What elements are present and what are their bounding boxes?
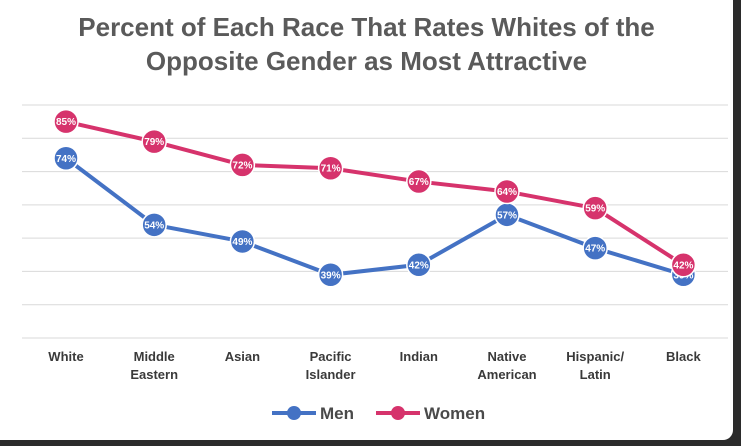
series-line-men	[64, 156, 684, 277]
data-label-men: 74%	[56, 154, 76, 165]
data-point-men	[229, 228, 256, 255]
x-tick-label: Pacific Islander	[306, 349, 356, 382]
data-point-men	[582, 235, 608, 261]
data-label-men: 47%	[585, 244, 605, 255]
x-tick-label: Hispanic/Latin	[566, 349, 624, 382]
data-label-women: 59%	[585, 204, 605, 215]
data-label-men: 42%	[409, 260, 429, 271]
data-label-men: 54%	[144, 220, 164, 231]
series-points: 74%54%49%39%42%57%47%39%85%79%72%71%67%6…	[53, 108, 697, 288]
data-point-women	[582, 195, 608, 221]
data-point-men	[141, 212, 167, 238]
x-axis-labels: White Middle Eastern Asian Pacific Islander In…	[48, 349, 701, 382]
data-point-women	[53, 108, 79, 135]
data-point-women	[494, 178, 520, 205]
data-label-women: 67%	[409, 177, 429, 188]
series-lines	[64, 119, 685, 277]
data-point-women	[406, 168, 432, 195]
data-point-men	[406, 252, 432, 278]
data-label-women: 72%	[232, 160, 252, 171]
gridlines	[22, 104, 728, 339]
data-label-men: 39%	[321, 270, 341, 281]
legend-marker-men	[287, 406, 301, 420]
data-point-men	[317, 262, 344, 288]
data-label-men: 49%	[232, 237, 252, 248]
data-point-women	[141, 128, 167, 155]
data-label-women: 71%	[321, 164, 341, 175]
legend: Men Women	[272, 404, 485, 423]
x-tick-label: Middle Eastern	[130, 349, 178, 382]
data-point-women	[229, 152, 256, 178]
x-tick-label: Native American	[477, 349, 536, 382]
data-label-women: 42%	[673, 260, 693, 271]
x-tick-label: White	[48, 349, 83, 364]
x-tick-label: Indian	[400, 349, 438, 364]
x-tick-label: Black	[666, 349, 701, 364]
legend-label-men: Men	[320, 404, 354, 423]
data-label-women: 79%	[144, 137, 164, 148]
legend-marker-women	[391, 406, 405, 420]
legend-label-women: Women	[424, 404, 485, 423]
chart-title-line-2: Opposite Gender as Most Attractive	[145, 46, 588, 76]
data-label-men: 57%	[497, 210, 517, 221]
data-label-women: 85%	[56, 117, 76, 128]
data-point-women	[670, 252, 697, 278]
data-point-women	[317, 155, 344, 181]
chart-title-line-1: Percent of Each Race That Rates Whites o…	[78, 12, 655, 42]
x-tick-label: Asian	[225, 349, 260, 364]
data-label-women: 64%	[497, 187, 517, 198]
data-point-men	[53, 145, 79, 172]
series-line-women	[65, 119, 685, 267]
chart-title: Percent of Each Race That Rates Whites o…	[0, 10, 733, 78]
